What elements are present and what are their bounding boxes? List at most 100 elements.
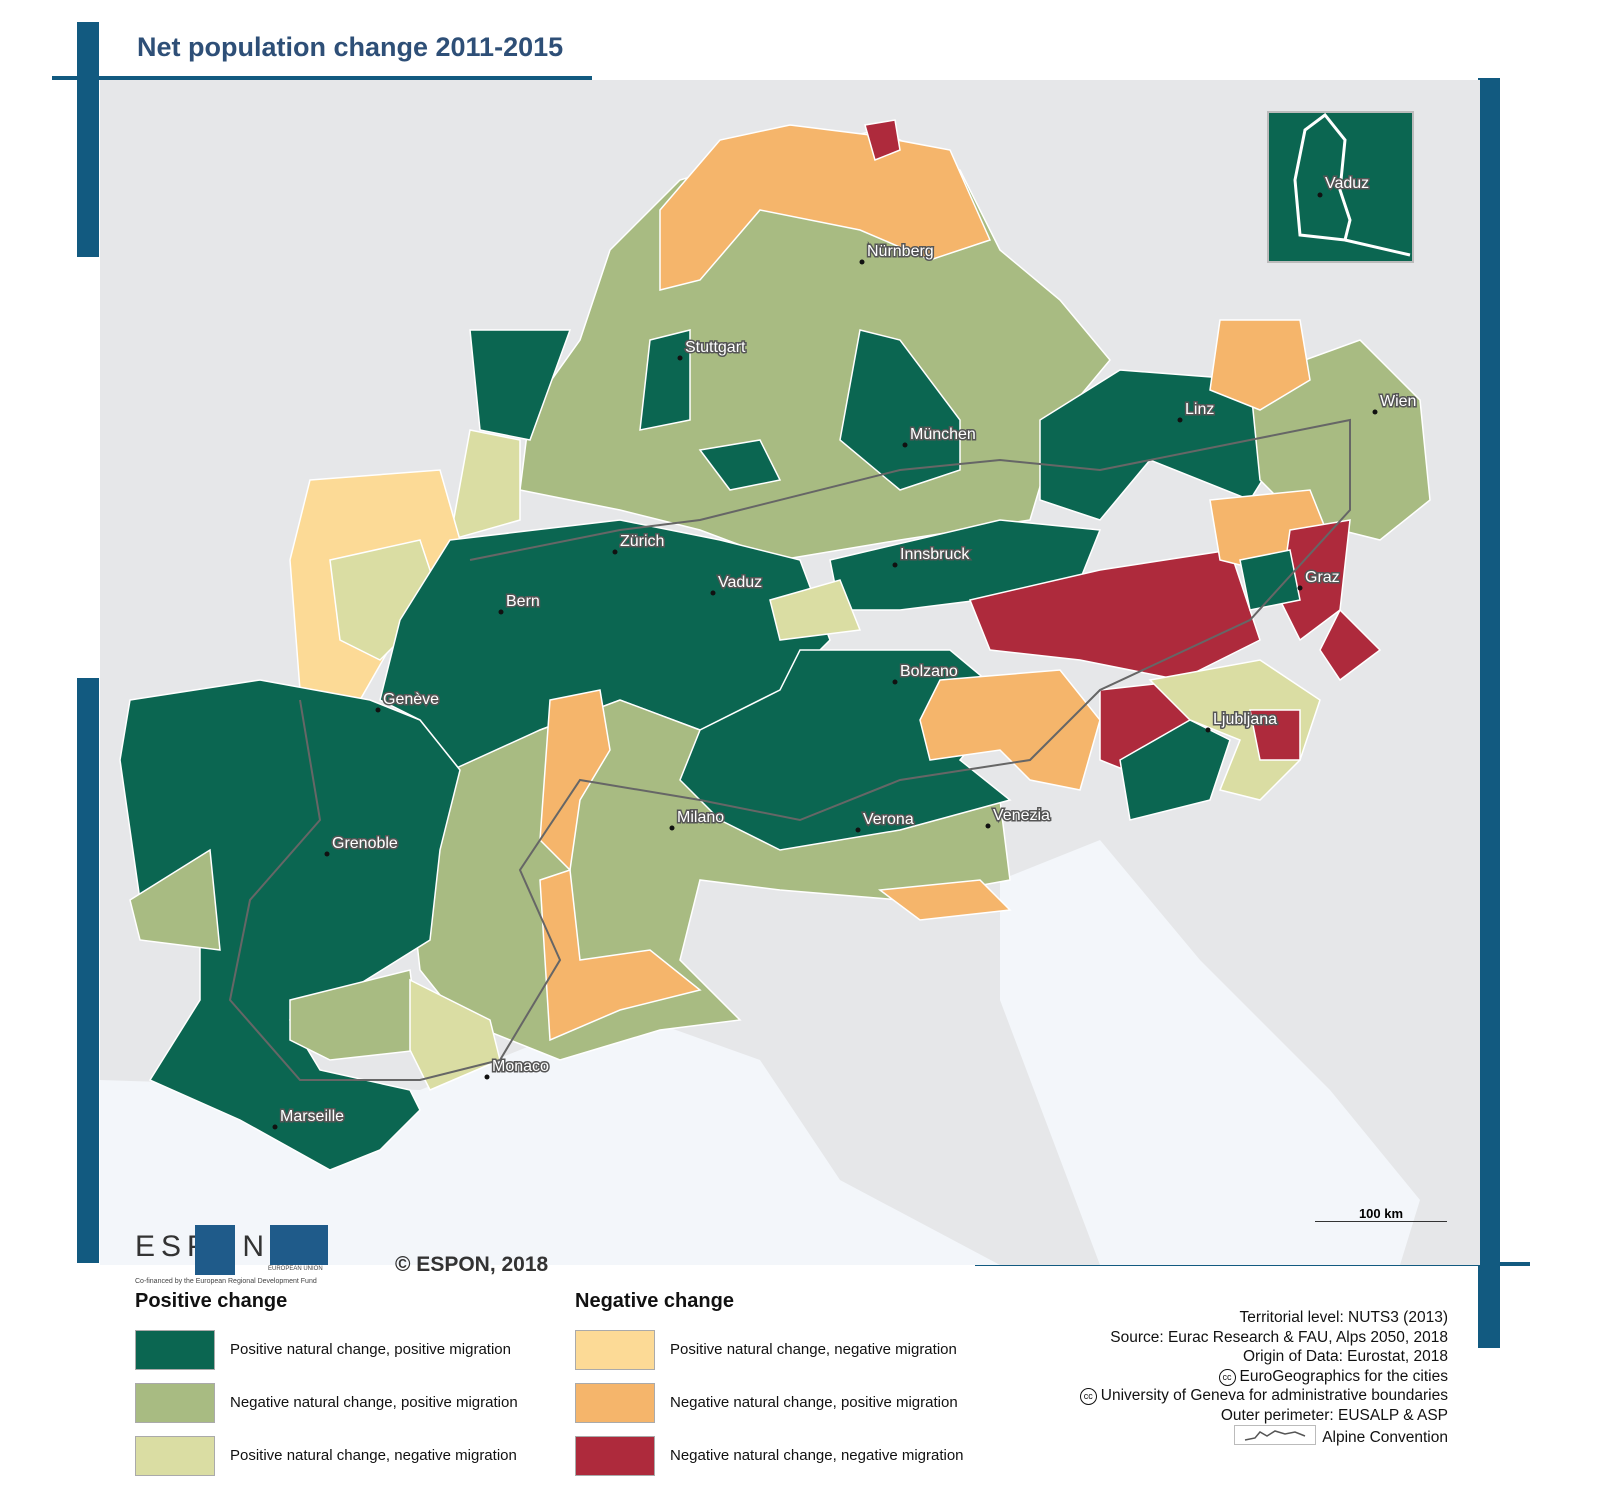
- credit-source: Source: Eurac Research & FAU, Alps 2050,…: [1110, 1328, 1448, 1346]
- city-label: Venezia: [993, 807, 1050, 824]
- city-label: Marseille: [280, 1108, 344, 1125]
- legend-swatch: [135, 1383, 215, 1423]
- frame-bar: [77, 22, 99, 257]
- city-dot: [855, 827, 861, 833]
- city-dot: [859, 259, 865, 265]
- city-dot: [498, 609, 504, 615]
- region: [449, 429, 521, 542]
- legend-swatch: [135, 1436, 215, 1476]
- region: [919, 669, 1101, 791]
- region: [469, 329, 572, 441]
- legend-positive-heading: Positive change: [135, 1290, 288, 1312]
- city-label: Bern: [506, 593, 540, 610]
- credit-origin: Origin of Data: Eurostat, 2018: [1242, 1348, 1448, 1365]
- legend-label: Positive natural change, negative migrat…: [230, 1447, 517, 1464]
- city-dot: [1372, 409, 1378, 415]
- city-dot: [1177, 417, 1183, 423]
- city-label: Innsbruck: [900, 546, 970, 563]
- city-label: Verona: [863, 811, 914, 828]
- city-label: München: [910, 426, 976, 443]
- region: [129, 848, 221, 951]
- legend-label: Positive natural change, negative migrat…: [670, 1341, 957, 1358]
- city-label: Milano: [677, 809, 724, 826]
- city-dot: [985, 823, 991, 829]
- city-dot: [1205, 727, 1211, 733]
- region: [878, 879, 1012, 921]
- vaduz-inset: Vaduz: [1267, 111, 1414, 263]
- map-canvas[interactable]: Nürnberg Stuttgart München Linz Wien Zürich Va…: [100, 80, 1480, 1265]
- credit-perimeter: Outer perimeter: EUSALP & ASP: [1220, 1406, 1448, 1424]
- region: [1148, 659, 1321, 801]
- city-dot: [612, 549, 618, 555]
- sea: [1000, 840, 1420, 1265]
- region: [1209, 319, 1311, 411]
- credits: Territorial level: NUTS3 (2013) Source: …: [1079, 1308, 1449, 1448]
- city-dot: [272, 1124, 278, 1130]
- legend-negative-heading: Negative change: [575, 1290, 734, 1312]
- city-label: Wien: [1380, 393, 1416, 410]
- region: [659, 124, 992, 291]
- sea: [100, 1010, 1000, 1265]
- city-dot: [892, 562, 898, 568]
- city-dot: [710, 590, 716, 596]
- city-label: Ljubljana: [1213, 711, 1277, 728]
- city-label: Vaduz: [718, 574, 762, 591]
- city-dot: [677, 355, 683, 361]
- region: [1249, 339, 1431, 541]
- city-label: Nürnberg: [867, 243, 934, 260]
- region: [639, 329, 691, 431]
- region: [864, 119, 901, 162]
- city-label: Zürich: [620, 533, 664, 550]
- city-label: Genève: [383, 691, 439, 708]
- frame-bar: [52, 76, 592, 80]
- legend-label: Negative natural change, negative migrat…: [670, 1447, 964, 1464]
- region: [1239, 549, 1301, 611]
- legend-label: Negative natural change, positive migrat…: [670, 1394, 958, 1411]
- frame-bar: [1478, 78, 1500, 1348]
- city-dot: [375, 707, 381, 713]
- region: [968, 549, 1261, 681]
- copyright: © ESPON, 2018: [395, 1253, 549, 1276]
- credit-territorial: Territorial level: NUTS3 (2013): [1239, 1309, 1448, 1326]
- legend-swatch: [135, 1330, 215, 1370]
- region: [698, 439, 782, 491]
- map-title: Net population change 2011-2015: [137, 32, 564, 62]
- city-dot: [484, 1074, 490, 1080]
- city-dot: [892, 679, 898, 685]
- cc-icon: cc: [1218, 1368, 1236, 1386]
- region: [409, 978, 501, 1091]
- city-label: Grenoble: [332, 835, 398, 852]
- inset-city-label: Vaduz: [1325, 175, 1369, 192]
- legend-label: Positive natural change, positive migrat…: [230, 1341, 511, 1358]
- scale-bar: 100 km: [1315, 1206, 1447, 1222]
- eu-label: EUROPEAN UNION: [268, 1266, 323, 1272]
- region: [839, 329, 961, 491]
- eu-flag: [270, 1225, 328, 1265]
- city-dot: [669, 825, 675, 831]
- city-label: Bolzano: [900, 663, 958, 680]
- city-dot: [902, 442, 908, 448]
- legend-label: Negative natural change, positive migrat…: [230, 1394, 518, 1411]
- region: [1119, 719, 1231, 821]
- credit-cities: EuroGeographics for the cities: [1239, 1367, 1449, 1385]
- city-label: Stuttgart: [685, 339, 746, 356]
- cc-icon: cc: [1079, 1388, 1097, 1405]
- region: [1319, 608, 1382, 682]
- city-label: Graz: [1305, 569, 1340, 586]
- city-label: Monaco: [492, 1058, 549, 1075]
- city-dot: [1297, 585, 1303, 591]
- legend-swatch: [575, 1436, 655, 1476]
- region: [539, 868, 702, 1042]
- region: [769, 579, 862, 641]
- espon-logo-box: [195, 1225, 235, 1275]
- alpine-convention-border: [228, 418, 1351, 1081]
- legend-swatch: [575, 1330, 655, 1370]
- credit-alpine: Alpine Convention: [1322, 1429, 1448, 1446]
- legend-swatch: [575, 1383, 655, 1423]
- credit-boundaries: University of Geneva for administrative …: [1100, 1387, 1448, 1404]
- city-label: Linz: [1185, 401, 1214, 418]
- frame-bar: [77, 678, 99, 1263]
- region: [289, 969, 421, 1061]
- alpine-convention-line-icon: [1234, 1425, 1317, 1445]
